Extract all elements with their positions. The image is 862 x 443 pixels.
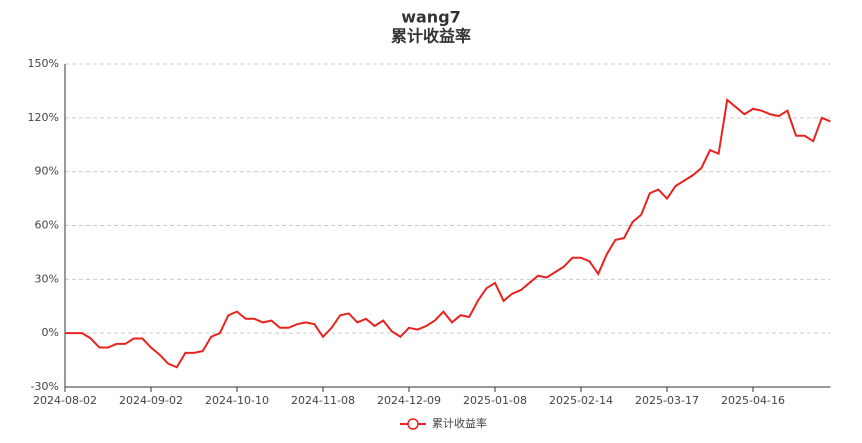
line — [65, 97, 831, 369]
x-tick-label: 2024-12-09 — [377, 394, 441, 407]
chart-subtitle: 累计收益率 — [391, 27, 471, 46]
y-tick-label: 150% — [28, 57, 59, 70]
y-tick-label: -30% — [31, 380, 59, 393]
y-tick-label: 60% — [35, 219, 59, 232]
x-tick-label: 2024-08-02 — [33, 394, 97, 407]
x-tick-label: 2024-11-08 — [291, 394, 355, 407]
chart-title: wang7 — [401, 8, 461, 27]
y-tick-label: 120% — [28, 111, 59, 124]
y-tick-label: 90% — [35, 165, 59, 178]
y-tick-label: 0% — [42, 326, 59, 339]
legend-marker — [407, 418, 419, 430]
x-tick-label: 2024-10-10 — [205, 394, 269, 407]
x-tick-label: 2025-01-08 — [463, 394, 527, 407]
legend-label: 累计收益率 — [432, 416, 487, 430]
x-tick-label: 2024-09-02 — [119, 394, 183, 407]
y-tick-label: 30% — [35, 272, 59, 285]
x-tick-label: 2025-03-17 — [635, 394, 699, 407]
x-tick-label: 2025-02-14 — [549, 394, 613, 407]
x-tick-label: 2025-04-16 — [721, 394, 785, 407]
